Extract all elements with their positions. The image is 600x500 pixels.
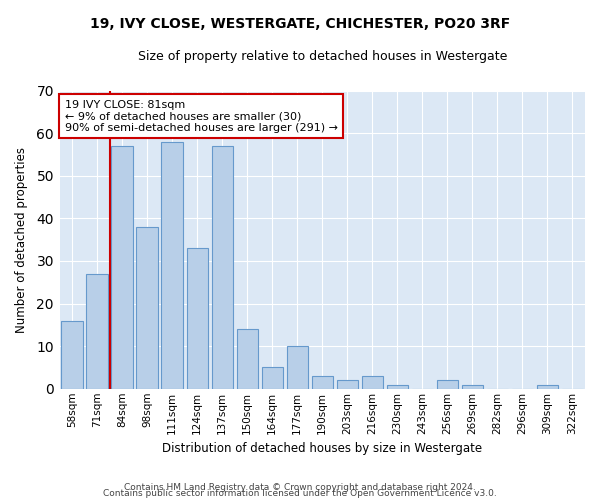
Bar (212, 146, 233, 389)
Bar (112, 146, 133, 389)
Bar (311, 376, 333, 389)
Bar (362, 376, 383, 389)
Bar (236, 329, 258, 389)
Bar (537, 384, 558, 389)
Bar (287, 346, 308, 389)
Bar (61, 320, 83, 389)
Text: 19 IVY CLOSE: 81sqm
← 9% of detached houses are smaller (30)
90% of semi-detache: 19 IVY CLOSE: 81sqm ← 9% of detached hou… (65, 100, 338, 132)
Bar (337, 380, 358, 389)
Bar (136, 227, 158, 389)
Bar (161, 142, 183, 389)
Bar (262, 368, 283, 389)
Y-axis label: Number of detached properties: Number of detached properties (15, 146, 28, 332)
Bar (386, 384, 408, 389)
Bar (187, 248, 208, 389)
Text: 19, IVY CLOSE, WESTERGATE, CHICHESTER, PO20 3RF: 19, IVY CLOSE, WESTERGATE, CHICHESTER, P… (90, 18, 510, 32)
Text: Contains HM Land Registry data © Crown copyright and database right 2024.: Contains HM Land Registry data © Crown c… (124, 484, 476, 492)
Bar (462, 384, 483, 389)
Bar (437, 380, 458, 389)
X-axis label: Distribution of detached houses by size in Westergate: Distribution of detached houses by size … (162, 442, 482, 455)
Text: Contains public sector information licensed under the Open Government Licence v3: Contains public sector information licen… (103, 490, 497, 498)
Title: Size of property relative to detached houses in Westergate: Size of property relative to detached ho… (137, 50, 507, 63)
Bar (86, 274, 107, 389)
